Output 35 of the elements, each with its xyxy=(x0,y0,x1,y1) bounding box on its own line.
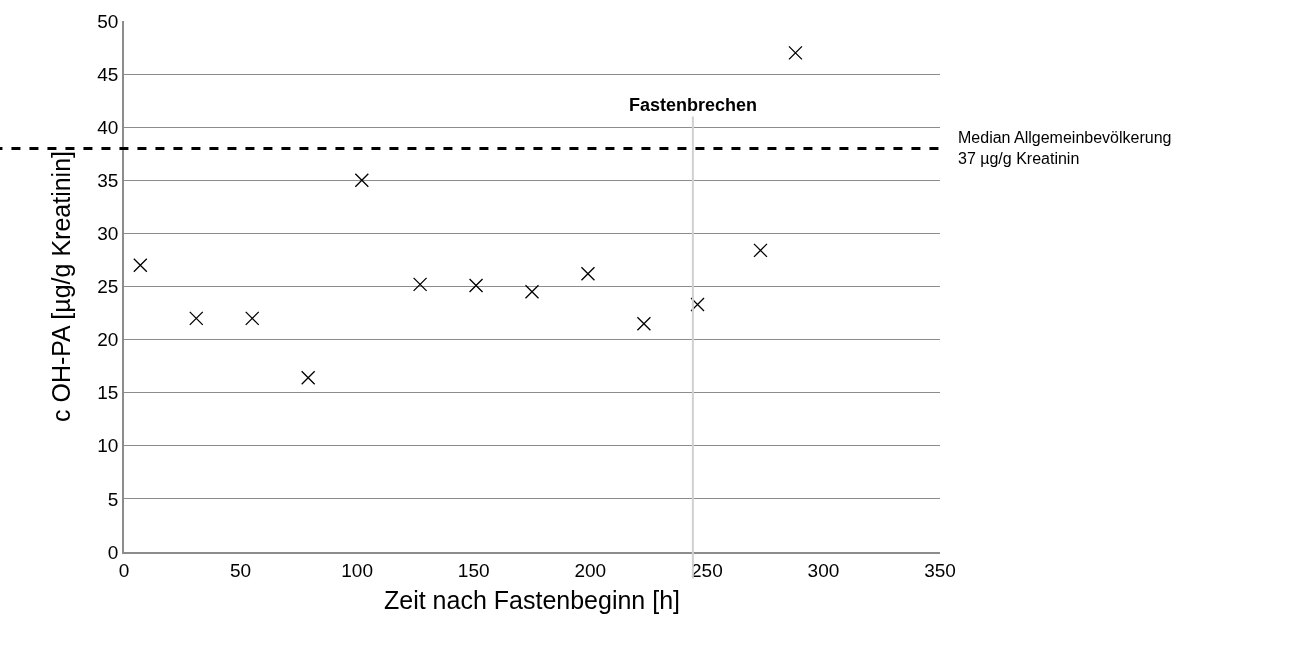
y-tick-label: 45 xyxy=(97,63,119,85)
x-tick-label: 350 xyxy=(924,559,956,581)
x-tick-label: 250 xyxy=(691,559,723,581)
y-axis-title: c OH-PA [µg/g Kreatinin] xyxy=(46,151,75,422)
y-tick-label: 0 xyxy=(107,541,119,563)
x-tick-label: 50 xyxy=(230,559,252,581)
point xyxy=(301,370,316,385)
point xyxy=(245,311,260,326)
point xyxy=(189,311,204,326)
y-tick-label: 5 xyxy=(107,488,119,510)
point xyxy=(690,297,705,312)
x-tick-label: 100 xyxy=(341,559,373,581)
point xyxy=(788,45,803,61)
x-tick-label: 300 xyxy=(807,559,840,581)
y-tick-label: 35 xyxy=(97,169,119,191)
point xyxy=(753,243,768,258)
point xyxy=(468,278,484,293)
x-tick-label: 200 xyxy=(574,559,607,581)
y-tick-label: 15 xyxy=(97,382,119,404)
y-tick-label: 20 xyxy=(97,329,119,351)
point xyxy=(636,316,652,331)
point xyxy=(580,266,596,281)
y-tick-label: 25 xyxy=(97,276,119,298)
point xyxy=(354,173,369,188)
y-tick-label: 10 xyxy=(97,435,119,457)
x-axis-title: Zeit nach Fastenbeginn [h] xyxy=(383,586,681,615)
ref-line-label: Median Allgemeinbevölkerung 37 µg/g Kreatinin xyxy=(958,129,1172,167)
x-tick-label: 150 xyxy=(457,559,490,581)
ref-line-label: Fastenbrechen xyxy=(629,95,758,115)
y-tick-label: 50 xyxy=(97,10,119,32)
point xyxy=(412,277,428,292)
point xyxy=(524,284,540,299)
point xyxy=(133,258,148,273)
y-tick-label: 40 xyxy=(97,116,119,138)
y-tick-label: 30 xyxy=(97,223,119,245)
